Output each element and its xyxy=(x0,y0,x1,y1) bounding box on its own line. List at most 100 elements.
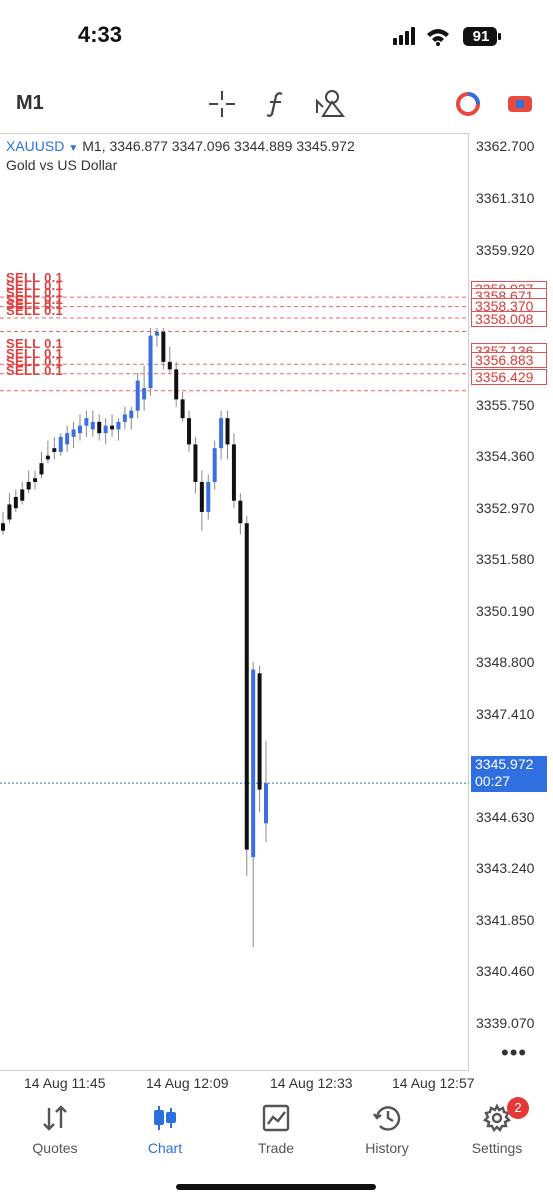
candle-body xyxy=(187,418,192,445)
objects-icon[interactable] xyxy=(310,84,350,124)
candle-body xyxy=(122,414,127,422)
sell-order-label[interactable]: SELL 0.1 xyxy=(6,303,64,318)
candle-body xyxy=(135,380,140,411)
status-time: 4:33 xyxy=(78,22,123,47)
current-price-box: 3345.972 00:27 xyxy=(471,756,547,792)
candlestick-chart[interactable] xyxy=(0,133,469,1071)
candle-body xyxy=(244,523,249,850)
home-indicator xyxy=(176,1184,376,1190)
price-tick: 3362.700 xyxy=(476,138,535,154)
candle-body xyxy=(148,335,153,389)
candle xyxy=(180,391,185,422)
candle xyxy=(142,365,147,411)
candle-body xyxy=(90,421,95,430)
sell-order-label[interactable]: SELL 0.1 xyxy=(6,285,64,300)
sell-order-label[interactable]: SELL 0.1 xyxy=(6,354,64,369)
symbol-name[interactable]: XAUUSD xyxy=(6,138,65,154)
candle xyxy=(110,414,115,437)
candle-body xyxy=(238,500,243,524)
candle-body xyxy=(167,361,172,370)
order-price-box[interactable]: 3358.370 xyxy=(471,298,547,314)
quotes-arrows-icon xyxy=(10,1100,100,1136)
nav-label: Settings xyxy=(471,1140,523,1156)
price-tick: 3359.920 xyxy=(476,242,535,258)
candle xyxy=(20,481,25,505)
price-tick: 3341.850 xyxy=(476,912,535,928)
time-tick: 14 Aug 12:57 xyxy=(392,1075,475,1091)
symbol-description: Gold vs US Dollar xyxy=(6,157,118,173)
price-tick: 3350.190 xyxy=(476,603,535,619)
candle xyxy=(193,436,198,494)
order-price-box[interactable]: 3356.883 xyxy=(471,352,547,368)
order-price-box[interactable]: 3358.008 xyxy=(471,311,547,327)
candle xyxy=(39,451,44,479)
candle-body xyxy=(142,388,147,400)
candle xyxy=(65,425,70,452)
candle xyxy=(45,440,50,464)
candle xyxy=(33,470,38,490)
sell-order-label[interactable]: SELL 0.1 xyxy=(6,270,64,285)
timeframe-selector[interactable]: M1 xyxy=(16,92,44,114)
candle-body xyxy=(58,436,63,452)
candle xyxy=(116,418,121,441)
candle-body xyxy=(129,410,134,419)
more-options-icon[interactable]: ••• xyxy=(501,1040,528,1065)
candle xyxy=(1,511,5,535)
candle xyxy=(129,406,134,430)
nav-chart[interactable]: Chart xyxy=(120,1100,210,1156)
sell-order-label[interactable]: SELL 0.1 xyxy=(6,297,64,312)
sell-order-label[interactable]: SELL 0.1 xyxy=(6,292,64,307)
price-tick: 3354.360 xyxy=(476,448,535,464)
candle xyxy=(174,361,179,407)
candle xyxy=(26,470,31,494)
nav-quotes[interactable]: Quotes xyxy=(10,1100,100,1156)
candle-body xyxy=(110,425,115,430)
candle xyxy=(219,410,224,460)
current-price: 3345.972 xyxy=(475,756,534,772)
symbol-dropdown-icon[interactable]: ▼ xyxy=(68,143,79,154)
chart-candles-icon xyxy=(120,1100,210,1136)
candle xyxy=(7,493,12,524)
sell-order-label[interactable]: SELL 0.1 xyxy=(6,278,64,293)
candle-body xyxy=(257,673,262,790)
nav-label: History xyxy=(365,1140,409,1156)
indicator-f-icon[interactable] xyxy=(256,84,296,124)
price-tick: 3340.460 xyxy=(476,963,535,979)
candle xyxy=(135,373,140,419)
candle xyxy=(244,515,249,876)
order-price-box[interactable]: 3356.429 xyxy=(471,369,547,385)
candle-body xyxy=(77,425,82,434)
chart-area[interactable] xyxy=(0,133,469,1071)
candle xyxy=(251,662,256,948)
trade-toggle-icon[interactable] xyxy=(500,84,540,124)
candle-body xyxy=(71,429,76,437)
candle xyxy=(77,414,82,441)
candle-body xyxy=(264,783,268,824)
candle-body xyxy=(116,421,121,430)
history-clock-icon xyxy=(342,1100,432,1136)
nav-label: Chart xyxy=(147,1140,183,1156)
candle xyxy=(122,406,127,430)
nav-settings[interactable]: Settings xyxy=(452,1100,542,1156)
candle-body xyxy=(251,669,256,858)
candle-body xyxy=(219,418,224,449)
settings-gear-icon xyxy=(452,1100,542,1136)
one-click-trading-icon[interactable] xyxy=(448,84,488,124)
candle-body xyxy=(161,331,166,362)
sell-order-label[interactable]: SELL 0.1 xyxy=(6,336,64,351)
candle xyxy=(238,493,243,535)
nav-trade[interactable]: Trade xyxy=(231,1100,321,1156)
nav-history[interactable]: History xyxy=(342,1100,432,1156)
settings-badge: 2 xyxy=(507,1097,529,1119)
candle-body xyxy=(39,463,44,475)
candle-body xyxy=(103,425,108,434)
candle xyxy=(148,328,153,396)
candle xyxy=(97,414,102,441)
candle-body xyxy=(174,369,179,400)
status-icons: 91 xyxy=(393,24,503,50)
candle xyxy=(167,346,172,374)
sell-order-label[interactable]: SELL 0.1 xyxy=(6,346,64,361)
crosshair-icon[interactable] xyxy=(202,84,242,124)
price-tick: 3361.310 xyxy=(476,190,535,206)
sell-order-label[interactable]: SELL 0.1 xyxy=(6,363,64,378)
